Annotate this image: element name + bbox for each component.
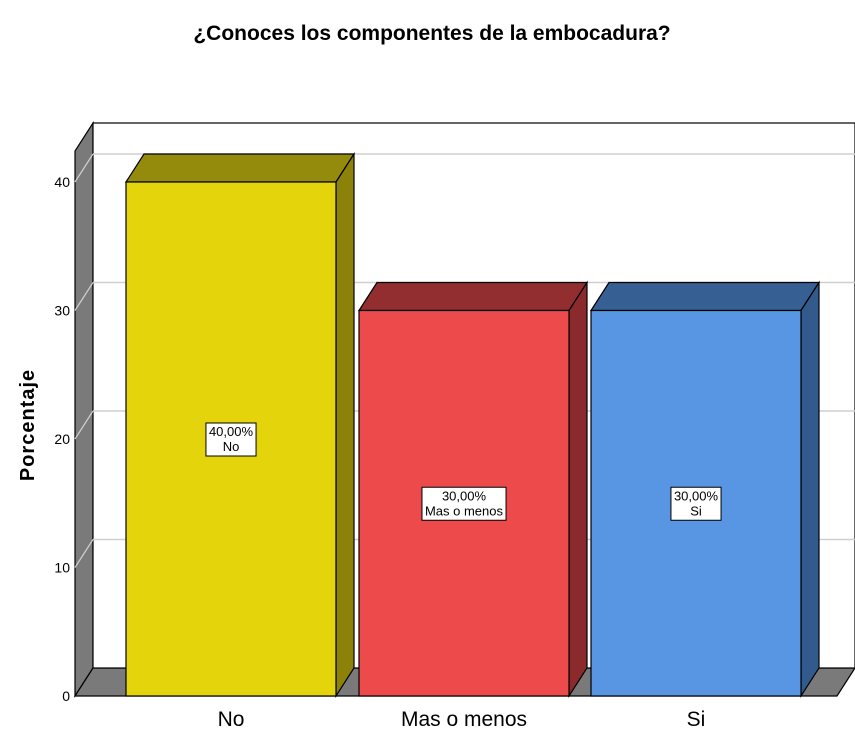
x-tick-label-mas-o-menos: Mas o menos xyxy=(401,708,527,731)
wall-gridline-40 xyxy=(74,153,94,183)
data-label-value-no: 40,00% xyxy=(209,424,254,439)
data-label-category-si: Si xyxy=(690,503,702,518)
data-label-value-mas-o-menos: 30,00% xyxy=(442,488,487,503)
data-label-mas-o-menos: 30,00%Mas o menos xyxy=(421,486,507,521)
bar-side-si xyxy=(800,280,820,699)
x-tick-label-si: Si xyxy=(687,708,706,731)
x-tick-label-no: No xyxy=(218,708,245,731)
y-tick-label-40: 40 xyxy=(54,174,70,190)
bar-top-mas-o-menos xyxy=(357,281,589,312)
data-label-category-mas-o-menos: Mas o menos xyxy=(425,503,504,518)
y-tick-label-0: 0 xyxy=(62,688,70,704)
data-label-value-si: 30,00% xyxy=(674,488,719,503)
data-label-box-no xyxy=(205,422,257,457)
wall-gridline-20 xyxy=(74,410,94,440)
data-label-box-mas-o-menos xyxy=(421,486,507,521)
y-tick-label-10: 10 xyxy=(54,560,70,576)
bar-top-no xyxy=(124,153,356,183)
y-tick-label-20: 20 xyxy=(54,431,70,447)
y-axis-label: Porcentaje xyxy=(17,369,39,481)
y-axis-ticks: 0 10 20 30 40 xyxy=(54,174,70,704)
wall-gridline-10 xyxy=(74,539,94,568)
data-label-si: 30,00%Si xyxy=(670,486,722,521)
bar-side-mas-o-menos xyxy=(568,280,588,699)
wall-gridline-30 xyxy=(74,282,94,311)
data-label-no: 40,00%No xyxy=(205,422,257,457)
data-label-box-si xyxy=(670,486,722,521)
data-label-category-no: No xyxy=(223,439,240,454)
left-wall xyxy=(74,120,94,699)
chart-title: ¿Conoces los componentes de la embocadur… xyxy=(193,22,670,45)
y-tick-label-30: 30 xyxy=(54,303,70,319)
bar-side-no xyxy=(335,151,355,699)
bar-top-si xyxy=(589,281,821,312)
x-axis-ticks: No Mas o menos Si xyxy=(218,708,706,731)
